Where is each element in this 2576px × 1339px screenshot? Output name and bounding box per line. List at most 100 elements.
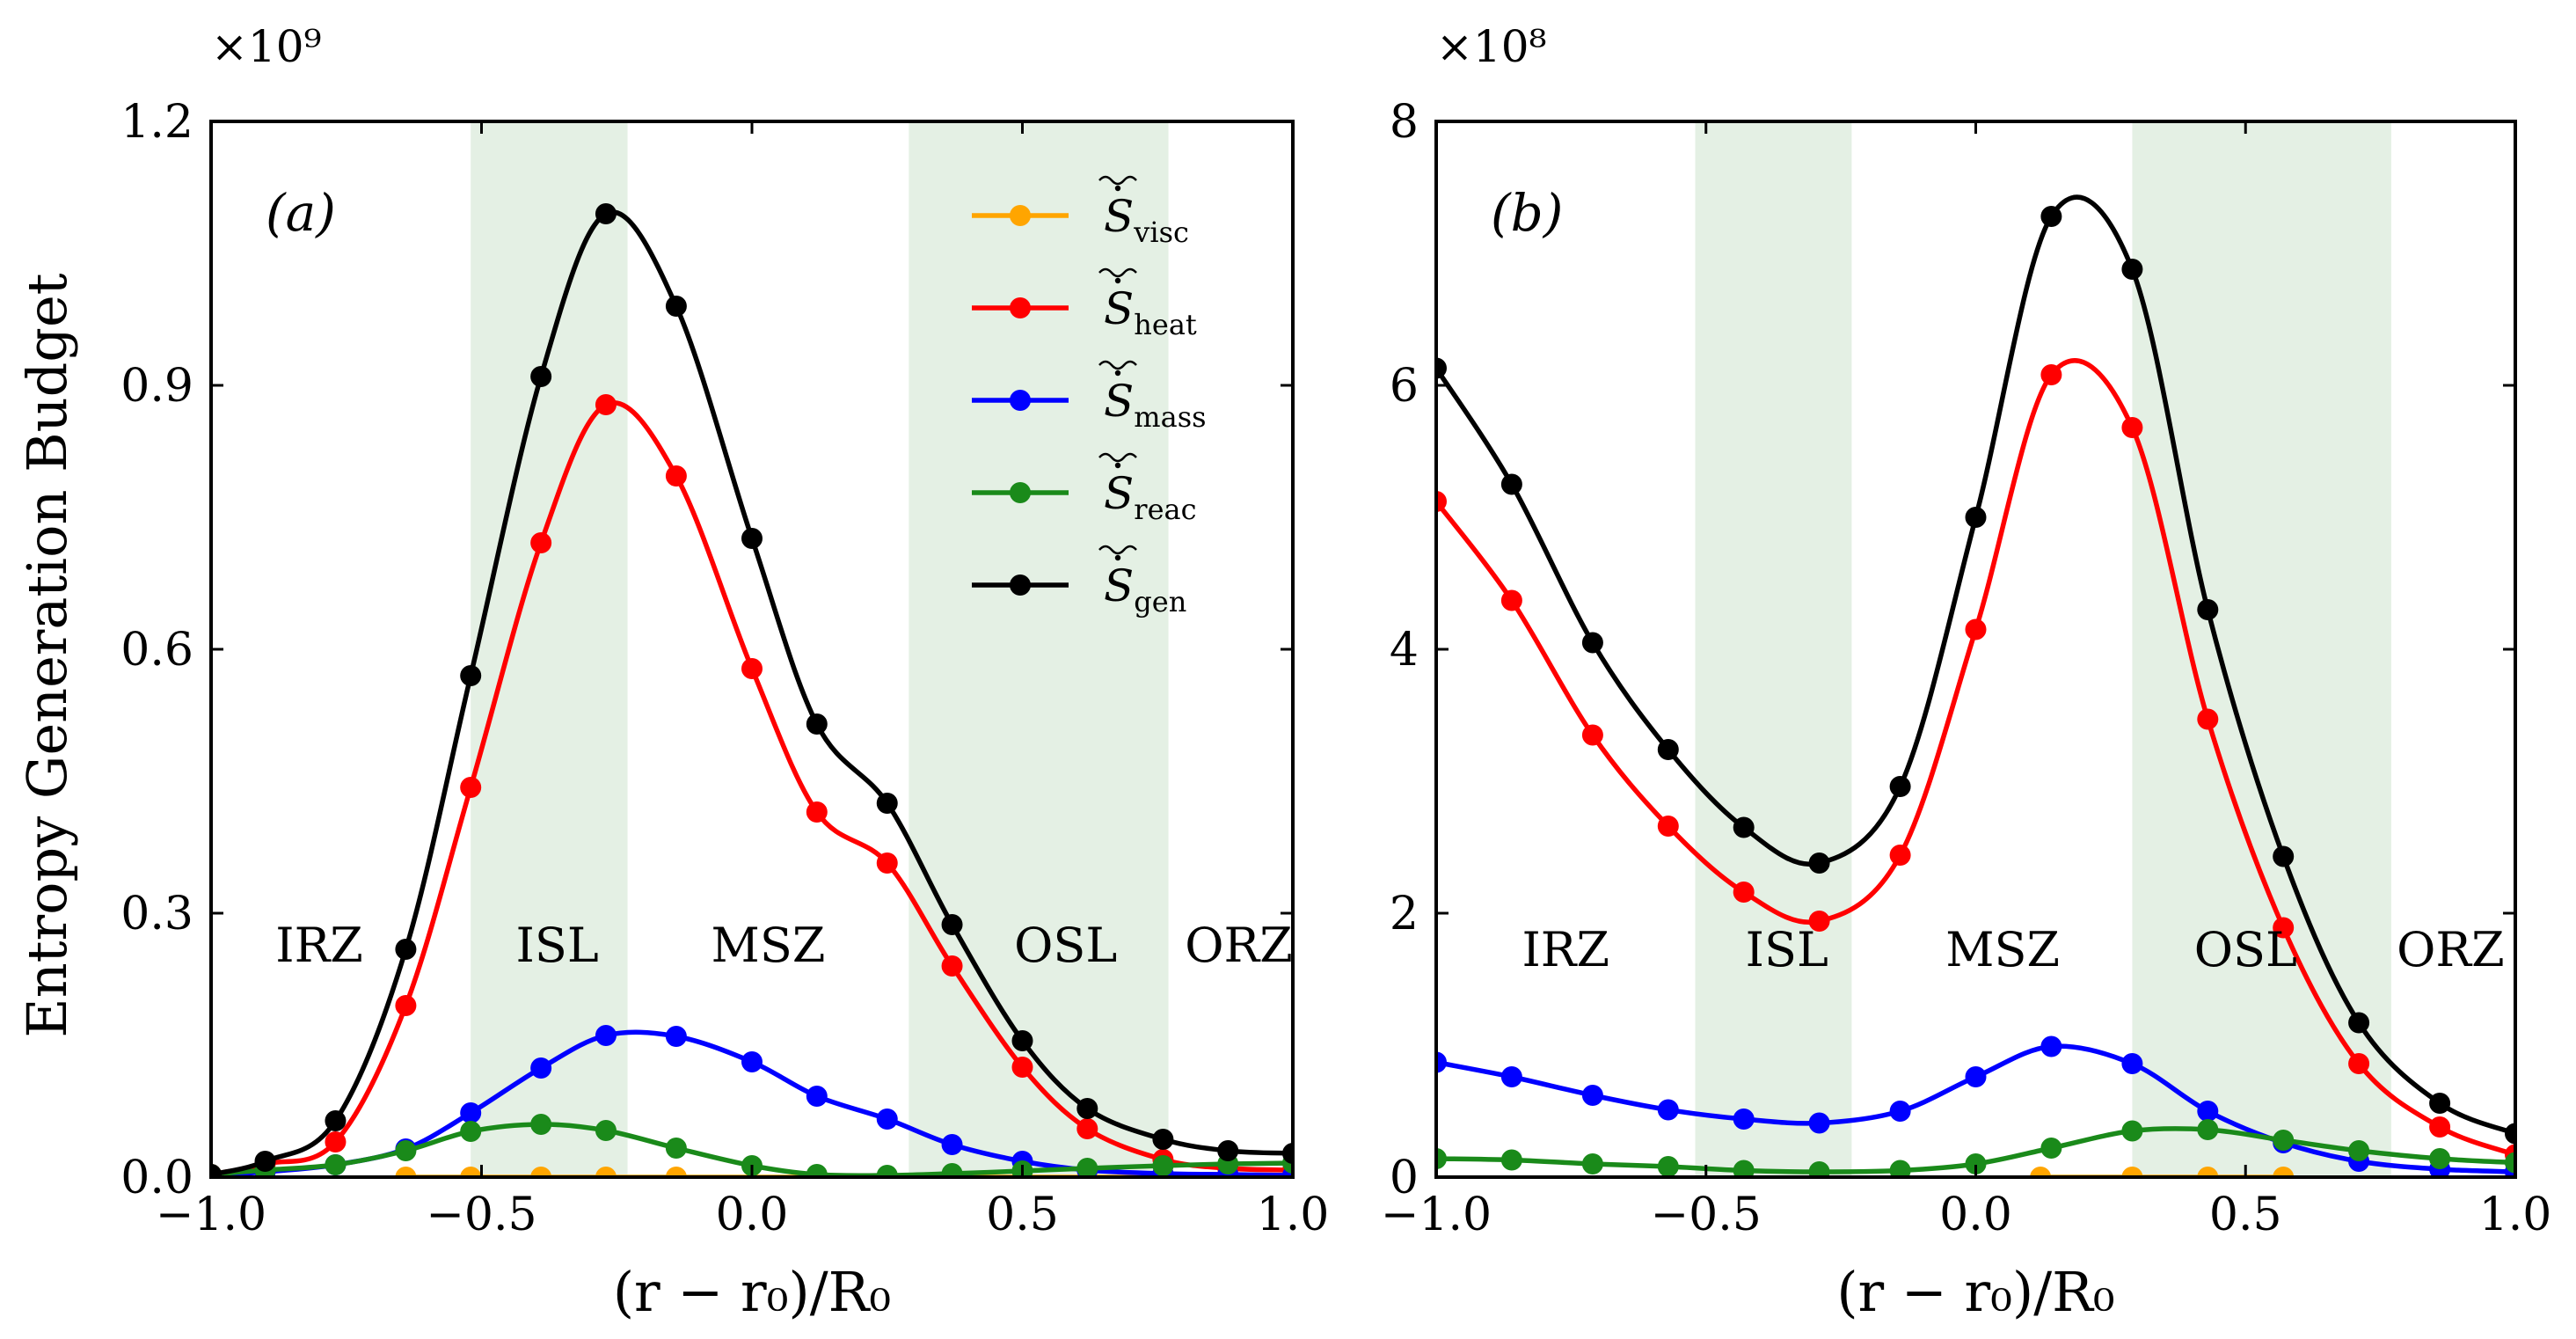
- data-point-reac-8: [2040, 1138, 2062, 1159]
- x-tick-label: 0.5: [986, 1189, 1059, 1241]
- shaded-band-1: [471, 121, 628, 1177]
- legend-dot-mass: [1114, 370, 1121, 377]
- data-point-gen-12: [1011, 1030, 1033, 1051]
- data-point-gen-5: [530, 366, 552, 387]
- data-point-heat-1: [1500, 589, 1522, 611]
- data-point-gen-9: [2121, 259, 2143, 280]
- legend-subscript-gen: gen: [1134, 585, 1186, 618]
- data-point-visc-2: [2197, 1167, 2219, 1177]
- data-point-reac-13: [1076, 1158, 1098, 1177]
- data-point-mass-1: [1500, 1066, 1522, 1087]
- data-point-reac-2: [325, 1154, 347, 1175]
- data-point-reac-5: [1808, 1161, 1830, 1177]
- legend-dot-heat: [1114, 277, 1121, 284]
- data-point-visc-0: [395, 1167, 417, 1177]
- data-point-gen-13: [2429, 1093, 2451, 1114]
- y-tick-label: 0.3: [120, 888, 193, 940]
- legend-subscript-mass: mass: [1134, 400, 1206, 434]
- x-tick-label: −1.0: [1381, 1189, 1492, 1241]
- data-point-gen-8: [2040, 206, 2062, 227]
- x-tick-label: −1.0: [156, 1189, 266, 1241]
- data-point-gen-10: [876, 793, 898, 814]
- legend-tilde-heat: [1098, 267, 1137, 278]
- data-point-gen-1: [1500, 473, 1522, 495]
- data-point-reac-10: [2197, 1119, 2219, 1140]
- x-tick-label: 0.5: [2209, 1189, 2282, 1241]
- region-label-orz: ORZ: [2397, 922, 2504, 977]
- data-point-heat-8: [741, 658, 763, 679]
- data-point-gen-15: [1217, 1140, 1239, 1161]
- data-point-visc-2: [530, 1167, 552, 1177]
- x-tick-label: 0.0: [1939, 1189, 2012, 1241]
- data-point-mass-10: [876, 1109, 898, 1130]
- legend-marker-reac: [1010, 482, 1031, 503]
- legend-marker-visc: [1010, 205, 1031, 226]
- data-point-gen-4: [1733, 816, 1755, 838]
- legend-label-reac: Sreac: [1104, 468, 1197, 526]
- data-point-reac-14: [2505, 1152, 2515, 1174]
- data-point-reac-2: [1581, 1153, 1603, 1174]
- data-point-mass-5: [530, 1057, 552, 1079]
- data-point-heat-6: [1889, 845, 1911, 866]
- legend-tilde-mass: [1098, 360, 1137, 370]
- series-line-gen: [1436, 194, 2515, 1137]
- legend-tilde-reac: [1098, 452, 1137, 463]
- data-point-heat-11: [941, 955, 963, 977]
- x-tick-label: 1.0: [1257, 1189, 1330, 1241]
- panel-a: −1.0 −0.5 0.0 0.5 1.0 0.0 0.3 0.6 0.9 1.2 ×10⁹ (r −…: [120, 21, 1329, 1324]
- data-point-visc-1: [2121, 1167, 2143, 1177]
- data-point-heat-7: [665, 465, 687, 487]
- data-point-heat-2: [1581, 724, 1603, 746]
- region-label-irz: IRZ: [1522, 922, 1609, 977]
- data-point-mass-4: [460, 1102, 482, 1123]
- data-point-reac-4: [460, 1121, 482, 1142]
- data-point-gen-6: [595, 203, 617, 224]
- legend-dot-gen: [1114, 554, 1121, 561]
- data-point-heat-10: [876, 852, 898, 874]
- legend-marker-heat: [1010, 297, 1031, 318]
- data-point-gen-3: [395, 939, 417, 960]
- data-point-gen-14: [2505, 1123, 2515, 1145]
- data-point-gen-1: [254, 1151, 276, 1172]
- y-axis-label: Entropy Generation Budget: [15, 273, 79, 1037]
- x-tick-label: −0.5: [1651, 1189, 1762, 1241]
- y-tick-label: 0.6: [120, 624, 193, 677]
- data-point-reac-6: [1889, 1160, 1911, 1177]
- x-tick-label: 1.0: [2479, 1189, 2552, 1241]
- data-point-gen-0: [1436, 357, 1447, 379]
- data-point-heat-3: [1657, 816, 1679, 837]
- data-point-mass-2: [1581, 1085, 1603, 1106]
- data-point-reac-11: [2273, 1130, 2295, 1151]
- legend-tilde-gen: [1098, 545, 1137, 555]
- data-point-heat-4: [460, 777, 482, 798]
- data-point-reac-3: [1657, 1156, 1679, 1177]
- data-point-mass-5: [1808, 1112, 1830, 1134]
- panel-b: −1.0 −0.5 0.0 0.5 1.0 0 2 4 6 8 ×10⁸ (r − r₀)/R₀ (b)…: [1381, 21, 2551, 1324]
- legend-marker-mass: [1010, 390, 1031, 411]
- data-point-gen-13: [1076, 1098, 1098, 1119]
- data-point-visc-0: [2030, 1167, 2052, 1177]
- x-axis-label: (r − r₀)/R₀: [613, 1260, 891, 1324]
- data-point-heat-5: [530, 532, 552, 553]
- data-point-heat-5: [1808, 911, 1830, 932]
- data-point-gen-7: [665, 296, 687, 317]
- region-label-msz: MSZ: [1945, 922, 2060, 977]
- data-point-reac-4: [1733, 1160, 1755, 1177]
- y-multiplier: ×10⁸: [1436, 21, 1547, 72]
- y-tick-label: 1.2: [120, 96, 193, 149]
- x-axis-label: (r − r₀)/R₀: [1836, 1260, 2114, 1324]
- data-point-mass-9: [2121, 1053, 2143, 1074]
- series-line-heat: [1436, 358, 2515, 1158]
- data-point-mass-8: [2040, 1035, 2062, 1057]
- data-point-heat-11: [2273, 917, 2295, 939]
- data-point-heat-10: [2197, 708, 2219, 730]
- data-point-gen-10: [2197, 599, 2219, 620]
- y-tick-label: 6: [1390, 360, 1419, 413]
- data-point-mass-3: [1657, 1099, 1679, 1121]
- data-point-gen-0: [211, 1164, 222, 1177]
- data-point-reac-6: [595, 1120, 617, 1141]
- y-tick-label: 0.0: [120, 1152, 193, 1204]
- data-point-gen-7: [1965, 507, 1987, 528]
- y-tick-label: 0: [1390, 1152, 1419, 1204]
